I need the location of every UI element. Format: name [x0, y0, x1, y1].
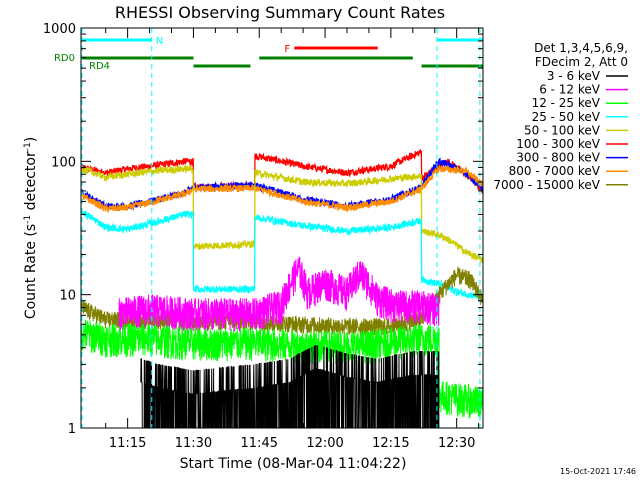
series-line-2 [81, 164, 483, 213]
series-line-0 [81, 149, 483, 194]
plot-frame [80, 27, 484, 429]
x-tick-label-3: 12:00 [306, 436, 343, 451]
legend-entry-label-6: 300 - 800 keV [516, 151, 600, 165]
legend-entry-label-2: 12 - 25 keV [532, 96, 601, 110]
flag-label-n: N [156, 36, 163, 47]
legend-header-1: Det 1,3,4,5,6,9, [534, 41, 628, 55]
x-tick-label-2: 11:45 [241, 436, 278, 451]
legend-entry-label-3: 25 - 50 keV [532, 110, 601, 124]
x-tick-label-0: 11:15 [109, 436, 146, 451]
chart-title: RHESSI Observing Summary Count Rates [115, 3, 445, 22]
legend-entry-label-8: 7000 - 15000 keV [493, 178, 600, 192]
x-tick-label-4: 12:15 [372, 436, 409, 451]
y-tick-label-0: 1 [68, 422, 76, 437]
y-tick-label-2: 100 [51, 155, 76, 170]
flag-label-f: F [284, 44, 290, 55]
series-line-3 [81, 164, 483, 264]
series-line-6 [118, 256, 440, 332]
series-line-4 [81, 210, 483, 301]
y-tick-label-1: 10 [59, 289, 76, 304]
flag-label-rd4: RD4 [89, 61, 110, 72]
y-axis-label: Count Rate (s-1 detector-1) [23, 137, 39, 319]
legend-header-2: FDecim 2, Att 0 [535, 55, 628, 69]
series-line-7 [81, 319, 483, 421]
legend-entry-label-0: 3 - 6 keV [547, 69, 601, 83]
legend-entry-label-7: 800 - 7000 keV [509, 164, 601, 178]
series-line-8 [140, 344, 440, 428]
legend-entry-label-5: 100 - 300 keV [516, 137, 600, 151]
y-tick-label-3: 1000 [43, 22, 76, 37]
x-tick-label-1: 11:30 [175, 436, 212, 451]
x-tick-label-5: 12:30 [438, 436, 475, 451]
x-axis-label: Start Time (08-Mar-04 11:04:22) [180, 456, 407, 472]
legend-entry-label-4: 50 - 100 keV [524, 123, 601, 137]
timestamp: 15-Oct-2021 17:46 [560, 467, 636, 476]
legend-entry-label-1: 6 - 12 keV [539, 83, 601, 97]
flag-label-rd0: RD0 [54, 53, 75, 64]
